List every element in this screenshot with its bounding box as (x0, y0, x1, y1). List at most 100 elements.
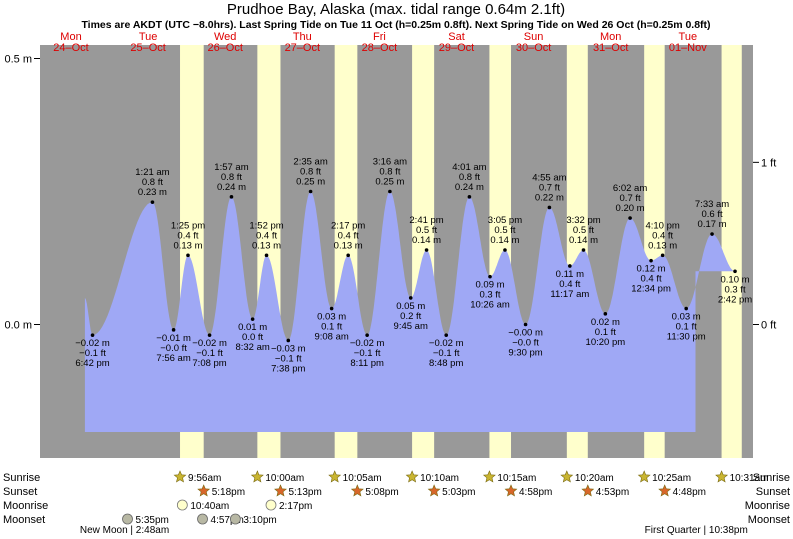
high-tide-point (264, 253, 269, 258)
low-tide-time: 11:17 am (550, 289, 589, 300)
day-header-date: 29–Oct (439, 42, 474, 54)
high-tide-point (467, 195, 472, 199)
low-tide-time: 7:56 am (156, 353, 190, 364)
chart-title: Prudhoe Bay, Alaska (max. tidal range 0.… (227, 1, 565, 18)
high-tide-point (229, 195, 234, 199)
high-tide-feet: 0.8 ft (300, 167, 321, 178)
sunset-time: 5:18pm (212, 487, 245, 498)
day-header-date: 31–Oct (593, 42, 628, 54)
low-tide-meters: 0.11 m (556, 269, 584, 280)
sunrise-time: 10:10am (420, 473, 459, 484)
sunset-star-icon (274, 484, 287, 497)
high-tide-point (308, 189, 313, 194)
high-tide-meters: 0.14 m (412, 235, 441, 246)
sunrise-time: 9:56am (188, 473, 221, 484)
low-tide-meters: −0.02 m (75, 338, 110, 349)
low-tide-time: 8:11 pm (350, 358, 384, 369)
low-tide-meters: −0.00 m (508, 328, 543, 339)
right-axis-tick-label: 1 ft (761, 157, 776, 169)
day-header-date: 30–Oct (516, 42, 551, 54)
day-header-weekday: Mon (600, 31, 621, 43)
low-tide-time: 8:48 pm (429, 358, 463, 369)
high-tide-point (660, 253, 665, 258)
low-tide-feet: 0.4 ft (559, 279, 580, 290)
low-tide-meters: −0.02 m (192, 338, 227, 349)
sunset-star-icon (581, 484, 595, 497)
high-tide-point (581, 248, 586, 252)
day-header-weekday: Tue (139, 31, 158, 43)
sunrise-time: 10:05am (343, 473, 382, 484)
moonrise-icon (265, 499, 277, 511)
low-tide-point (365, 333, 369, 337)
low-tide-point (207, 333, 212, 337)
high-tide-time: 2:41 pm (409, 215, 443, 226)
sunrise-time: 10:15am (497, 473, 536, 484)
high-tide-feet: 0.4 ft (338, 230, 359, 241)
low-tide-point (444, 333, 449, 337)
sunset-row-label-right: Sunset (756, 486, 790, 498)
high-tide-meters: 0.25 m (296, 177, 325, 188)
high-tide-feet: 0.4 ft (652, 230, 673, 241)
high-tide-meters: 0.14 m (490, 235, 519, 246)
low-tide-meters: 0.02 m (591, 317, 620, 328)
high-tide-time: 3:16 am (373, 157, 407, 168)
sunrise-time: 10:31am (730, 473, 769, 484)
high-tide-meters: 0.13 m (252, 240, 281, 251)
sunset-star-icon (350, 484, 364, 497)
low-tide-feet: −0.1 ft (275, 353, 302, 364)
low-tide-feet: −0.1 ft (196, 348, 223, 359)
low-tide-point (90, 333, 95, 337)
low-tide-feet: −0.1 ft (354, 348, 381, 359)
low-tide-feet: 0.1 ft (676, 322, 697, 333)
high-tide-time: 1:25 pm (171, 220, 205, 231)
high-tide-time: 3:05 pm (488, 215, 522, 226)
high-tide-point (424, 248, 429, 252)
low-tide-feet: 0.4 ft (641, 274, 662, 285)
right-axis-tick-label: 0 ft (761, 320, 776, 332)
moonrise-row-label: Moonrise (3, 500, 48, 512)
sunrise-star-icon (173, 470, 187, 483)
low-tide-point (684, 306, 688, 311)
low-tide-point (603, 312, 608, 316)
moonset-row-label: Moonset (3, 514, 45, 526)
low-tide-time: 6:42 pm (75, 358, 109, 369)
moonset-time: 4:57pm (211, 515, 244, 526)
low-tide-point (733, 269, 737, 274)
low-tide-meters: 0.10 m (721, 274, 750, 285)
high-tide-feet: 0.4 ft (177, 230, 198, 241)
low-tide-feet: 0.0 ft (242, 332, 263, 343)
moonset-icon (197, 513, 208, 525)
day-header-weekday: Thu (293, 31, 312, 43)
high-tide-time: 1:52 pm (249, 220, 283, 231)
high-tide-meters: 0.17 m (698, 219, 727, 230)
high-tide-feet: 0.6 ft (701, 209, 722, 220)
sunrise-star-icon (637, 470, 651, 483)
low-tide-meters: 0.03 m (317, 312, 346, 323)
high-tide-point (547, 205, 552, 210)
high-tide-feet: 0.4 ft (256, 230, 277, 241)
low-tide-meters: 0.09 m (475, 280, 504, 291)
high-tide-meters: 0.24 m (217, 182, 246, 193)
low-tide-meters: −0.02 m (350, 338, 385, 349)
high-tide-time: 3:32 pm (566, 215, 600, 226)
low-tide-time: 10:26 am (470, 300, 510, 311)
sunrise-star-icon (715, 470, 729, 483)
sunrise-time: 10:00am (265, 473, 304, 484)
sunset-time: 5:08pm (365, 487, 398, 498)
day-header-date: 27–Oct (285, 42, 320, 54)
left-axis-tick-label: 0.5 m (4, 54, 32, 66)
low-tide-point (488, 274, 492, 279)
day-header-weekday: Wed (214, 31, 236, 43)
high-tide-point (628, 216, 632, 220)
sunset-time: 5:13pm (288, 487, 321, 498)
low-tide-meters: 0.03 m (672, 312, 701, 323)
sunset-star-icon (427, 484, 441, 497)
sunset-star-icon (197, 484, 211, 497)
low-tide-point (523, 322, 528, 327)
low-tide-time: 11:30 pm (667, 332, 706, 343)
high-tide-time: 2:35 am (293, 157, 327, 168)
low-tide-time: 9:08 am (314, 332, 348, 343)
high-tide-feet: 0.8 ft (379, 167, 400, 178)
high-tide-time: 1:21 am (135, 167, 169, 178)
